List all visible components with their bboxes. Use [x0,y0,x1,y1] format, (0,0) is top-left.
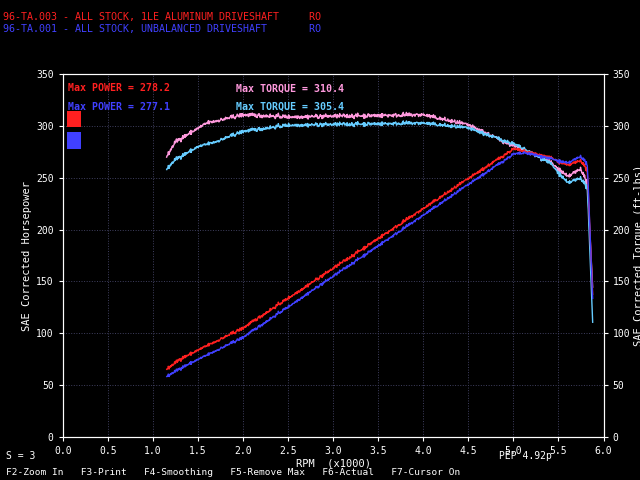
Text: 96-TA.001 - ALL STOCK, UNBALANCED DRIVESHAFT       RO: 96-TA.001 - ALL STOCK, UNBALANCED DRIVES… [3,24,321,34]
Y-axis label: SAE Corrected Torque (ft-lbs): SAE Corrected Torque (ft-lbs) [634,165,640,346]
Text: PEP 4.92p: PEP 4.92p [499,451,552,461]
Text: Max TORQUE = 305.4: Max TORQUE = 305.4 [236,102,344,111]
X-axis label: RPM  (x1000): RPM (x1000) [296,458,371,468]
Text: Max POWER = 277.1: Max POWER = 277.1 [68,102,170,111]
Text: Max POWER = 278.2: Max POWER = 278.2 [68,84,170,94]
Text: Max TORQUE = 310.4: Max TORQUE = 310.4 [236,84,344,94]
Text: F2-Zoom In   F3-Print   F4-Smoothing   F5-Remove Max   F6-Actual   F7-Cursor On: F2-Zoom In F3-Print F4-Smoothing F5-Remo… [6,468,461,477]
Bar [67,132,81,149]
Y-axis label: SAE Corrected Horsepower: SAE Corrected Horsepower [22,180,32,331]
Bar [67,111,81,127]
Text: 96-TA.003 - ALL STOCK, 1LE ALUMINUM DRIVESHAFT     RO: 96-TA.003 - ALL STOCK, 1LE ALUMINUM DRIV… [3,12,321,22]
Text: S = 3: S = 3 [6,451,36,461]
